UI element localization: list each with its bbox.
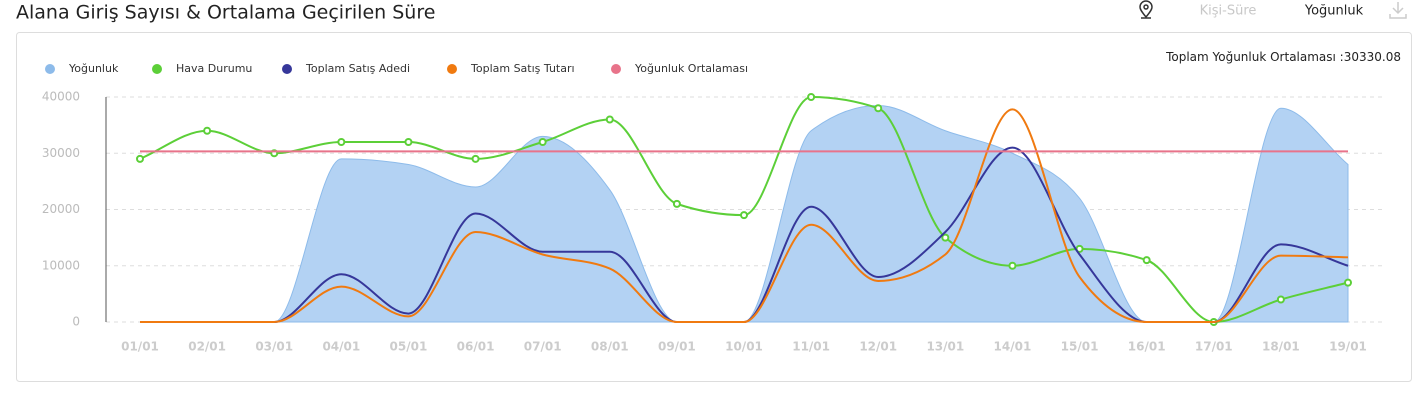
- chart-card: [16, 32, 1412, 382]
- x-tick-label: 02/01: [188, 340, 226, 354]
- point: [337, 138, 346, 146]
- x-tick-label: 09/01: [658, 340, 696, 354]
- point: [1276, 295, 1285, 304]
- y-tick-label: 10000: [42, 258, 80, 272]
- x-tick-label: 04/01: [322, 340, 360, 354]
- line: [140, 108, 1349, 324]
- x-tick-label: 12/01: [859, 340, 897, 354]
- point: [672, 199, 681, 208]
- legend-marker: [282, 64, 292, 74]
- x-tick-label: 14/01: [994, 340, 1032, 354]
- legend-label: Toplam Satış Tutarı: [470, 62, 575, 75]
- y-tick-label: 20000: [42, 202, 80, 216]
- legend: Yoğunluk Hava Durumu Toplam Satış Adedi Top…: [45, 62, 748, 75]
- legend-marker: [45, 64, 55, 74]
- x-tick-label: 01/01: [121, 340, 159, 354]
- point: [740, 211, 748, 220]
- point: [404, 138, 413, 146]
- y-tick-label: 0: [72, 315, 80, 329]
- x-tick-label: 10/01: [725, 340, 763, 354]
- point: [874, 104, 883, 113]
- point: [807, 93, 816, 101]
- kisi-sure-button[interactable]: Kişi-Süre: [1200, 4, 1257, 19]
- point: [941, 233, 950, 242]
- yogunluk-button[interactable]: Yoğunluk: [1304, 4, 1364, 19]
- point: [136, 154, 144, 163]
- point: [1142, 256, 1151, 265]
- point: [1344, 278, 1352, 287]
- location-icon[interactable]: [1139, 0, 1153, 19]
- x-tick-label: 05/01: [390, 340, 428, 354]
- x-tick-label: 08/01: [591, 340, 629, 354]
- legend-marker: [611, 64, 621, 74]
- x-tick-label: 18/01: [1262, 340, 1300, 354]
- legend-label: Hava Durumu: [176, 62, 252, 75]
- point: [538, 138, 547, 146]
- download-icon[interactable]: [1389, 2, 1407, 19]
- annotation-text: Toplam Yoğunluk Ortalaması :: [1165, 50, 1344, 64]
- widget-title: Alana Giriş Sayısı & Ortalama Geçirilen …: [16, 2, 435, 24]
- plot: 0 10000 20000 30000 40000 01/01 02/01 03/01 04/0…: [42, 90, 1382, 354]
- average-annotation: Toplam Yoğunluk Ortalaması :30330.08: [1165, 50, 1401, 64]
- x-tick-label: 15/01: [1061, 340, 1099, 354]
- legend-marker: [152, 64, 162, 74]
- x-tick-label: 03/01: [255, 340, 293, 354]
- legend-marker: [447, 64, 457, 74]
- x-tick-label: 16/01: [1128, 340, 1166, 354]
- y-tick-label: 30000: [42, 146, 80, 160]
- point: [605, 115, 614, 124]
- annotation-value: 30330.08: [1344, 50, 1401, 64]
- legend-label: Toplam Satış Adedi: [305, 62, 410, 75]
- x-tick-label: 19/01: [1329, 340, 1367, 354]
- x-tick-label: 07/01: [524, 340, 562, 354]
- point: [1008, 261, 1017, 270]
- x-tick-label: 11/01: [792, 340, 830, 354]
- x-tick-label: 13/01: [926, 340, 964, 354]
- point: [471, 154, 480, 163]
- legend-label: Yoğunluk: [68, 62, 119, 75]
- x-tick-label: 06/01: [457, 340, 495, 354]
- x-tick-label: 17/01: [1195, 340, 1233, 354]
- legend-label: Yoğunluk Ortalaması: [634, 62, 748, 75]
- point: [203, 126, 212, 135]
- y-tick-label: 40000: [42, 90, 80, 104]
